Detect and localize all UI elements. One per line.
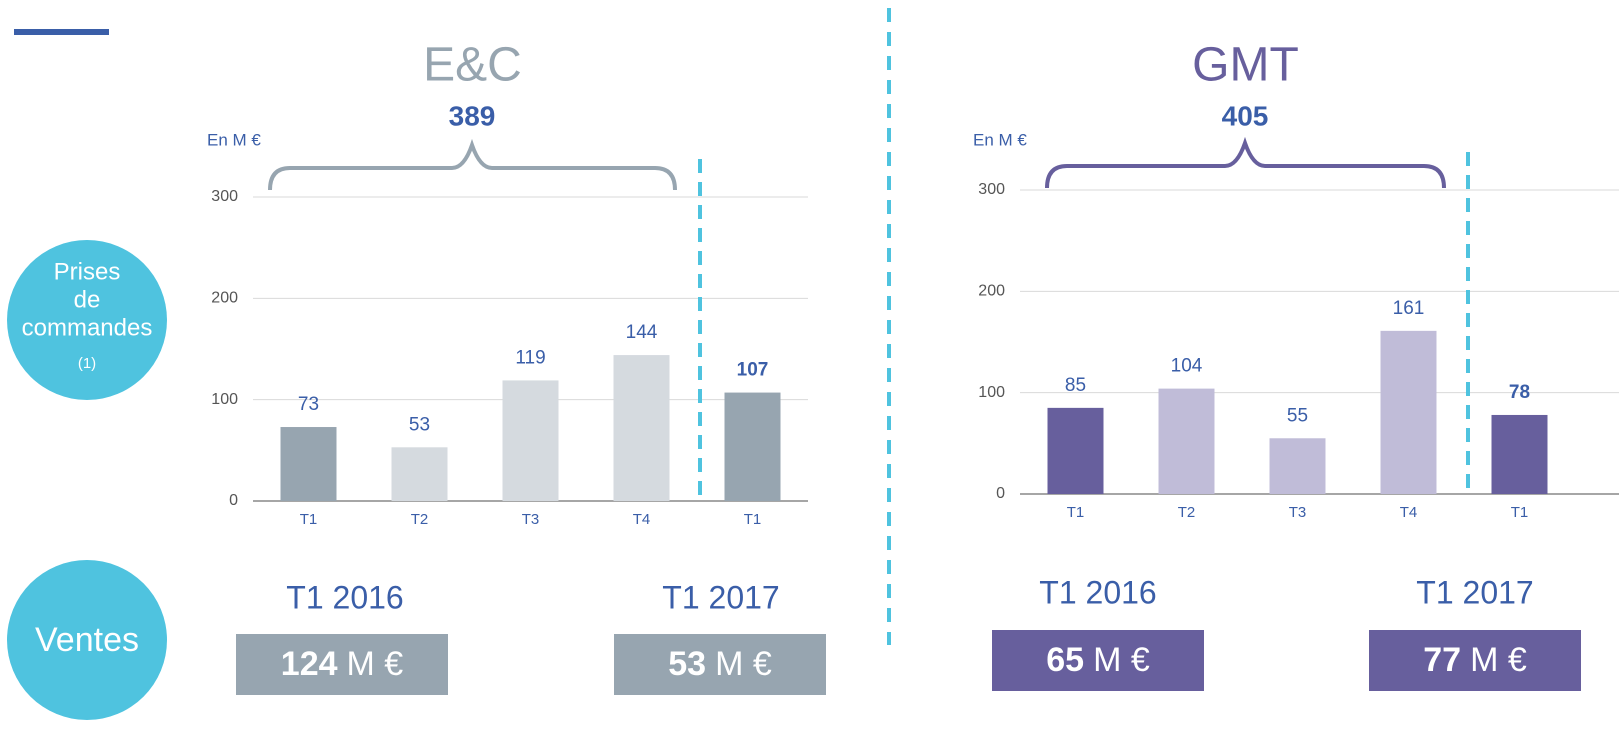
sales-number: 77: [1423, 641, 1461, 679]
value-label: 85: [1065, 375, 1086, 396]
sales-label: Ventes: [35, 621, 139, 659]
x-tick-label: T3: [522, 511, 540, 528]
y-axis-label: En M €: [207, 130, 261, 149]
x-tick-label: T4: [633, 511, 651, 528]
orders-badge: [7, 240, 167, 400]
sales-value: 53 M €: [668, 645, 772, 683]
value-label: 104: [1171, 356, 1203, 377]
bar: [391, 447, 448, 501]
value-label: 73: [298, 394, 319, 415]
orders-label: de: [74, 286, 101, 313]
bar: [724, 392, 781, 501]
sales-box: [614, 634, 826, 695]
y-tick-label: 100: [211, 391, 238, 408]
chart-title: E&C: [423, 39, 522, 92]
value-label: 144: [626, 322, 658, 343]
y-tick-label: 0: [229, 492, 238, 509]
period-label: T1 2016: [1039, 574, 1156, 610]
value-label: 55: [1287, 405, 1308, 426]
sales-number: 124: [281, 645, 338, 683]
bar: [280, 427, 337, 501]
bar: [1380, 330, 1437, 494]
orders-note: (1): [78, 355, 96, 372]
sales-badge: [7, 560, 167, 720]
period-label: T1 2016: [286, 579, 403, 615]
sales-unit: M €: [715, 645, 772, 683]
brace: [268, 138, 677, 191]
y-tick-label: 100: [978, 384, 1005, 401]
bar: [1158, 388, 1215, 494]
bar: [613, 355, 670, 501]
period-label: T1 2017: [1416, 574, 1533, 610]
value-label: 119: [515, 347, 545, 368]
sales-box: [992, 630, 1204, 691]
value-label: 107: [737, 360, 769, 381]
brace: [1045, 136, 1446, 189]
chart-total: 405: [1222, 100, 1269, 131]
x-tick-label: T1: [1511, 504, 1529, 521]
value-label: 161: [1393, 298, 1425, 319]
y-tick-label: 0: [996, 485, 1005, 502]
sales-value: 65 M €: [1046, 641, 1150, 679]
x-tick-label: T2: [411, 511, 429, 528]
sales-unit: M €: [1470, 641, 1527, 679]
sales-box: [236, 634, 448, 695]
x-tick-label: T2: [1178, 504, 1196, 521]
bar: [1047, 407, 1104, 494]
bar: [1269, 438, 1326, 494]
x-tick-label: T4: [1400, 504, 1418, 521]
sales-unit: M €: [347, 645, 404, 683]
sales-unit: M €: [1093, 641, 1150, 679]
y-tick-label: 300: [978, 181, 1005, 198]
bar: [502, 380, 559, 501]
sales-number: 65: [1046, 641, 1084, 679]
value-label: 78: [1509, 382, 1530, 403]
x-tick-label: T1: [300, 511, 318, 528]
y-tick-label: 200: [978, 283, 1005, 300]
y-tick-label: 300: [211, 188, 238, 205]
x-tick-label: T1: [1067, 504, 1085, 521]
bar: [1491, 414, 1548, 494]
sales-value: 77 M €: [1423, 641, 1527, 679]
chart-title: GMT: [1192, 39, 1299, 92]
sales-box: [1369, 630, 1581, 691]
x-tick-label: T1: [744, 511, 762, 528]
x-tick-label: T3: [1289, 504, 1307, 521]
sales-value: 124 M €: [281, 645, 404, 683]
header-bar: [14, 29, 109, 35]
value-label: 53: [409, 414, 430, 435]
y-tick-label: 200: [211, 290, 238, 307]
y-axis-label: En M €: [973, 130, 1027, 149]
period-label: T1 2017: [662, 579, 779, 615]
chart-total: 389: [449, 100, 496, 131]
orders-label: commandes: [22, 314, 153, 341]
orders-label: Prises: [54, 258, 121, 285]
sales-number: 53: [668, 645, 706, 683]
